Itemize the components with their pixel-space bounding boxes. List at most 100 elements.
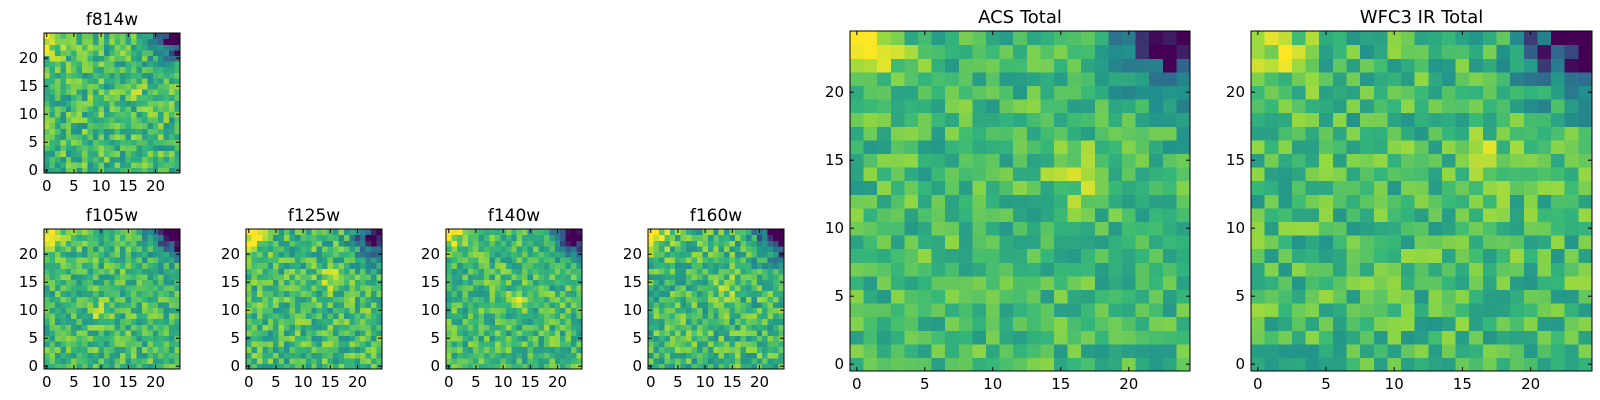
heatmap-cell xyxy=(1264,194,1279,209)
heatmap-cell xyxy=(958,126,973,141)
heatmap-cell xyxy=(1346,330,1361,345)
heatmap-cell xyxy=(767,245,774,252)
heatmap-cell xyxy=(462,357,469,364)
heatmap-cell xyxy=(1551,357,1566,372)
heatmap-cell xyxy=(354,341,361,348)
heatmap-cell xyxy=(745,296,752,303)
heatmap-cell xyxy=(648,313,655,320)
heatmap-cell xyxy=(511,352,518,359)
heatmap-cell xyxy=(713,240,720,247)
heatmap-cell xyxy=(762,357,769,364)
heatmap-cell xyxy=(740,352,747,359)
heatmap-cell xyxy=(169,89,176,96)
heatmap-cell xyxy=(1264,180,1279,195)
heatmap-cell xyxy=(1441,303,1457,318)
heatmap-cell xyxy=(76,313,83,320)
heatmap-cell xyxy=(131,156,138,163)
heatmap-cell xyxy=(945,275,960,290)
heatmap-cell xyxy=(669,318,676,325)
heatmap-cell xyxy=(1054,248,1069,263)
heatmap-cell xyxy=(1551,343,1566,358)
heatmap-cell xyxy=(543,240,550,247)
heatmap-cell xyxy=(49,128,56,135)
heatmap-cell xyxy=(131,38,138,45)
heatmap-cell xyxy=(1081,44,1096,59)
heatmap-cell xyxy=(462,341,469,348)
heatmap-cell xyxy=(1401,316,1416,331)
heatmap-cell xyxy=(549,245,556,252)
heatmap-cell xyxy=(1122,316,1137,331)
heatmap-cell xyxy=(327,279,334,286)
heatmap-cell xyxy=(360,268,367,275)
heatmap-cell xyxy=(658,273,665,280)
heatmap-cell xyxy=(462,324,469,331)
heatmap-cell xyxy=(109,72,116,79)
heatmap-cell xyxy=(174,262,181,269)
heatmap-cell xyxy=(762,341,769,348)
heatmap-cell xyxy=(986,248,1001,263)
heatmap-cell xyxy=(92,105,99,112)
heatmap-cell xyxy=(702,245,709,252)
heatmap-cell xyxy=(147,72,154,79)
heatmap-cell xyxy=(538,329,545,336)
heatmap-cell xyxy=(1251,343,1266,358)
heatmap-cell xyxy=(44,133,51,140)
heatmap-cell xyxy=(1040,289,1055,304)
heatmap-cell xyxy=(365,273,372,280)
heatmap-cell xyxy=(648,257,655,264)
heatmap-cell xyxy=(1278,343,1293,358)
heatmap-cell xyxy=(71,156,78,163)
heatmap-cell xyxy=(516,363,523,370)
heatmap-cell xyxy=(565,262,572,269)
heatmap-cell xyxy=(549,335,556,342)
heatmap-cells xyxy=(1251,31,1593,372)
heatmap-cell xyxy=(691,341,698,348)
heatmap-cell xyxy=(1291,71,1307,86)
heatmap-cell xyxy=(1401,112,1416,127)
heatmap-cell xyxy=(338,363,345,370)
heatmap-cell xyxy=(494,257,501,264)
heatmap-cell xyxy=(147,352,154,359)
heatmap-cell xyxy=(1428,139,1443,154)
heatmap-cell xyxy=(718,257,725,264)
heatmap-cell xyxy=(294,357,301,364)
heatmap-cell xyxy=(1108,85,1123,100)
heatmap-cell xyxy=(1278,126,1293,141)
heatmap-cell xyxy=(1026,139,1041,154)
heatmap-cell xyxy=(1081,357,1096,372)
heatmap-cell xyxy=(114,234,121,241)
heatmap-cell xyxy=(294,301,301,308)
heatmap-cell xyxy=(745,229,752,236)
heatmap-cell xyxy=(262,357,269,364)
x-tick-label: 15 xyxy=(321,373,340,391)
heatmap-cell xyxy=(522,335,529,342)
heatmap-cell xyxy=(174,352,181,359)
heatmap-cell xyxy=(305,307,312,314)
heatmap-cell xyxy=(489,245,496,252)
heatmap-cell xyxy=(131,268,138,275)
heatmap-cell xyxy=(527,341,534,348)
heatmap-cell xyxy=(918,58,933,73)
heatmap-cell xyxy=(360,290,367,297)
heatmap-cell xyxy=(316,296,323,303)
heatmap-cell xyxy=(1346,58,1361,73)
heatmap-cell xyxy=(360,240,367,247)
heatmap-cell xyxy=(49,329,56,336)
heatmap-cell xyxy=(1510,248,1525,263)
heatmap-cell xyxy=(675,245,682,252)
heatmap-cell xyxy=(246,318,253,325)
heatmap-cell xyxy=(533,273,540,280)
heatmap-cell xyxy=(735,268,742,275)
heatmap-cell xyxy=(54,307,61,314)
heatmap-cell xyxy=(98,61,105,68)
heatmap-cell xyxy=(338,296,345,303)
heatmap-cell xyxy=(999,343,1014,358)
heatmap-cell xyxy=(571,245,578,252)
heatmap-cell xyxy=(735,352,742,359)
heatmap-cell xyxy=(360,318,367,325)
heatmap-cell xyxy=(680,318,687,325)
heatmap-cell xyxy=(1040,303,1055,318)
heatmap-cell xyxy=(1373,343,1388,358)
heatmap-cell xyxy=(163,335,170,342)
heatmap-cell xyxy=(1094,289,1109,304)
